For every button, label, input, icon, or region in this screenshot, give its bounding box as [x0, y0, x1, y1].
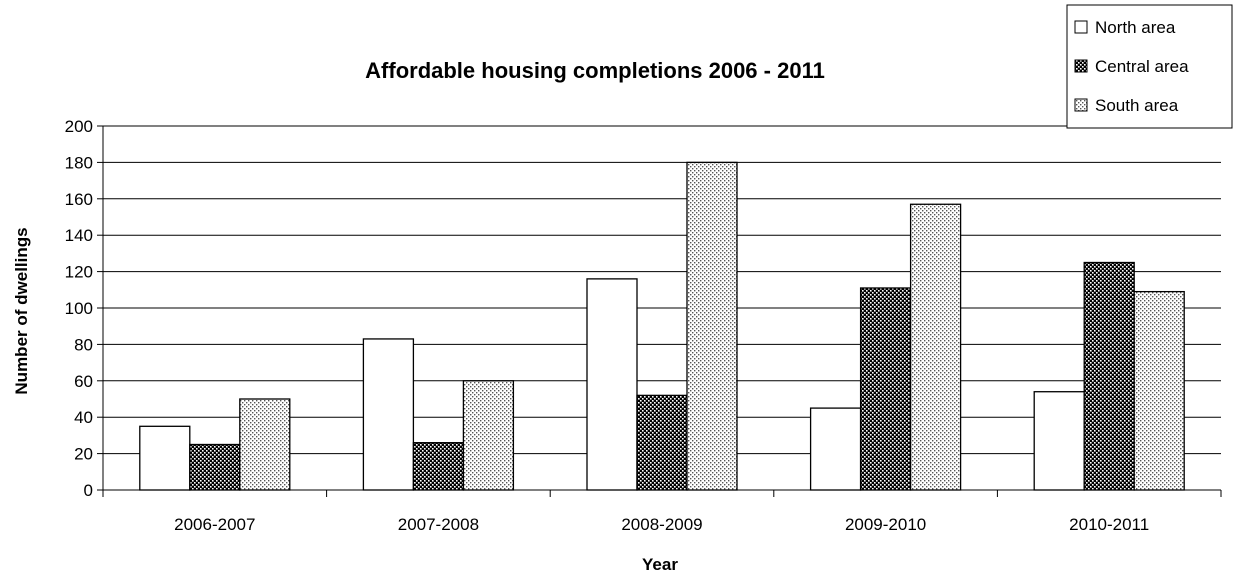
bar-central-area: Central area 2008-2009: 52 — [636, 394, 688, 491]
bar-north-area: North area 2006-2007: 35 — [139, 425, 191, 491]
y-tick-label: 120 — [65, 263, 93, 282]
y-tick-label: 200 — [65, 117, 93, 136]
legend-label: South area — [1095, 96, 1179, 115]
bar-central-area: Central area 2009-2010: 111 — [859, 287, 912, 491]
legend-label: Central area — [1095, 57, 1189, 76]
bar-north-area: North area 2008-2009: 116 — [586, 278, 638, 491]
y-tick-label: 60 — [74, 372, 93, 391]
y-tick-label: 180 — [65, 153, 93, 172]
y-tick-label: 80 — [74, 335, 93, 354]
bar-south-area: South area 2009-2010: 157 — [909, 203, 962, 491]
bar-central-area: Central area 2010-2011: 125 — [1083, 261, 1135, 491]
y-tick-label: 160 — [65, 190, 93, 209]
y-tick-label: 20 — [74, 445, 93, 464]
y-tick-label: 0 — [84, 481, 93, 500]
legend-swatch — [1074, 59, 1088, 73]
legend-box — [1066, 4, 1233, 129]
legend-label: North area — [1095, 18, 1176, 37]
bar-south-area: South area 2008-2009: 180 — [686, 161, 738, 491]
legend-swatch — [1074, 98, 1088, 112]
bars: North area 2006-2007: 35Central area 200… — [139, 161, 1185, 491]
bar-north-area: North area 2007-2008: 83 — [362, 338, 415, 491]
x-axis-title: Year — [642, 555, 678, 574]
legend-swatch — [1074, 20, 1088, 34]
bar-central-area: Central area 2006-2007: 25 — [189, 443, 241, 491]
bar-south-area: South area 2010-2011: 109 — [1133, 290, 1185, 491]
y-tick-label: 40 — [74, 408, 93, 427]
bar-north-area: North area 2010-2011: 54 — [1033, 391, 1085, 491]
bar-central-area: Central area 2007-2008: 26 — [412, 442, 465, 491]
x-tick-label: 2010-2011 — [1069, 515, 1149, 534]
bar-south-area: South area 2007-2008: 60 — [462, 380, 515, 491]
x-tick-label: 2008-2009 — [621, 515, 702, 534]
x-tick-labels: 2006-2007 2007-2008 2008-2009 2009-2010 2010… — [174, 515, 1149, 534]
bar-north-area: North area 2009-2010: 45 — [809, 407, 862, 491]
x-tick-label: 2007-2008 — [398, 515, 479, 534]
y-tick-label: 100 — [65, 299, 93, 318]
y-tick-labels: 0 20 40 60 80 100 120 140 160 180 200 — [65, 117, 93, 500]
x-tick-label: 2006-2007 — [174, 515, 255, 534]
x-tick-label: 2009-2010 — [845, 515, 926, 534]
y-axis-title: Number of dwellings — [12, 227, 31, 394]
bar-south-area: South area 2006-2007: 50 — [239, 398, 291, 491]
legend: North area Central area South area — [1066, 4, 1233, 129]
axes — [97, 125, 1222, 497]
y-tick-label: 140 — [65, 226, 93, 245]
chart-title: Affordable housing completions 2006 - 20… — [365, 58, 825, 83]
